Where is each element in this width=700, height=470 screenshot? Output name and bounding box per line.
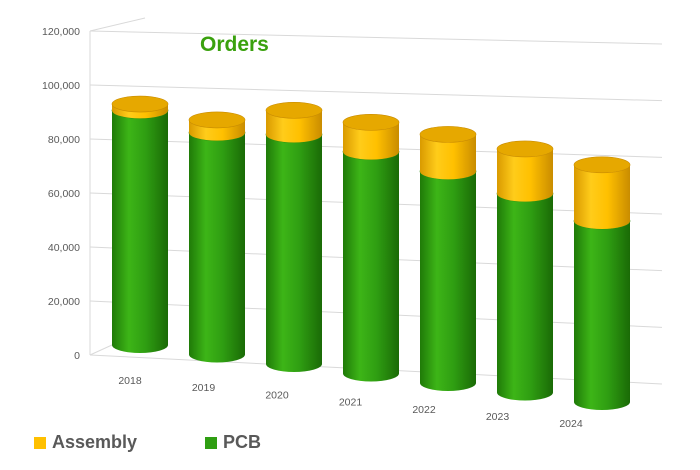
pcb-2018-body: [112, 110, 168, 354]
bar-assembly-2021: [342, 114, 400, 160]
pcb-2020-body: [266, 134, 322, 372]
bar-assembly-2022: [419, 126, 477, 180]
pcb-2021-body: [343, 151, 399, 382]
bar-pcb-2020: [265, 126, 323, 372]
pcb-2019-body: [189, 132, 245, 363]
bar-pcb-2021: [342, 143, 400, 382]
bar-assembly-2018: [111, 95, 169, 119]
assembly-2023-body: [497, 148, 553, 202]
gridline: [89, 84, 663, 102]
chart-title: Orders: [200, 33, 269, 56]
assembly-2024-body: [574, 164, 630, 229]
legend-label-pcb: PCB: [223, 432, 262, 452]
bars-layer: [111, 95, 631, 410]
x-tick-label: 2019: [192, 382, 216, 394]
bar-pcb-2019: [188, 124, 246, 363]
assembly-2022-body: [420, 134, 476, 180]
bar-group-2019: [188, 111, 246, 363]
legend-label-assembly: Assembly: [52, 432, 138, 452]
assembly-2021-top: [342, 114, 400, 131]
bar-group-2018: [111, 95, 169, 354]
bar-assembly-2019: [188, 111, 246, 141]
y-tick-label: 40,000: [48, 242, 80, 254]
bar-group-2022: [419, 126, 477, 391]
assembly-2020-body: [266, 110, 322, 143]
legend-item-assembly: Assembly: [34, 432, 137, 453]
bar-pcb-2018: [111, 102, 169, 354]
bar-group-2021: [342, 114, 400, 382]
legend-item-pcb: PCB: [205, 432, 261, 453]
y-tick-label: 60,000: [48, 188, 80, 200]
bar-assembly-2020: [265, 101, 323, 143]
pcb-2022-body: [420, 171, 476, 391]
x-axis-labels: 2018 2019 2020 2021 2022 2023 2024: [118, 375, 583, 430]
legend-swatch-assembly: [34, 436, 46, 449]
bar-group-2020: [265, 101, 323, 372]
legend-swatch-pcb: [205, 436, 217, 449]
assembly-2023-top: [496, 140, 554, 158]
bar-pcb-2023: [496, 185, 554, 401]
assembly-2019-body: [189, 119, 245, 141]
y-tick-label: 80,000: [48, 134, 80, 146]
assembly-2018-top: [111, 95, 169, 113]
y-tick-label: 20,000: [48, 296, 80, 308]
assembly-2018-body: [112, 104, 168, 119]
assembly-2020-top: [265, 101, 323, 119]
y-tick-label: 100,000: [42, 80, 80, 92]
x-tick-label: 2020: [265, 389, 289, 401]
bar-group-2024: [573, 156, 631, 410]
assembly-2019-top: [188, 111, 246, 129]
assembly-2024-top: [573, 156, 631, 174]
y-axis-labels: 0 20,000 40,000 60,000 80,000 100,000 120,000: [42, 26, 80, 362]
y-tick-label: 0: [74, 350, 80, 362]
assembly-2021-body: [343, 122, 399, 160]
pcb-2023-body: [497, 193, 553, 401]
pcb-2024-body: [574, 220, 630, 410]
bar-assembly-2024: [573, 156, 631, 229]
x-tick-label: 2018: [118, 375, 142, 387]
bar-pcb-2024: [573, 212, 631, 410]
gridline: [89, 30, 663, 45]
bar-pcb-2022: [419, 163, 477, 391]
bar-group-2023: [496, 140, 554, 401]
x-tick-label: 2024: [559, 418, 583, 430]
bar-assembly-2023: [496, 140, 554, 202]
legend: Assembly PCB: [0, 432, 700, 464]
x-tick-label: 2022: [412, 404, 436, 416]
x-tick-label: 2021: [339, 397, 363, 409]
x-tick-label: 2023: [486, 411, 510, 423]
y-tick-label: 120,000: [42, 26, 80, 38]
assembly-2022-top: [419, 126, 477, 143]
